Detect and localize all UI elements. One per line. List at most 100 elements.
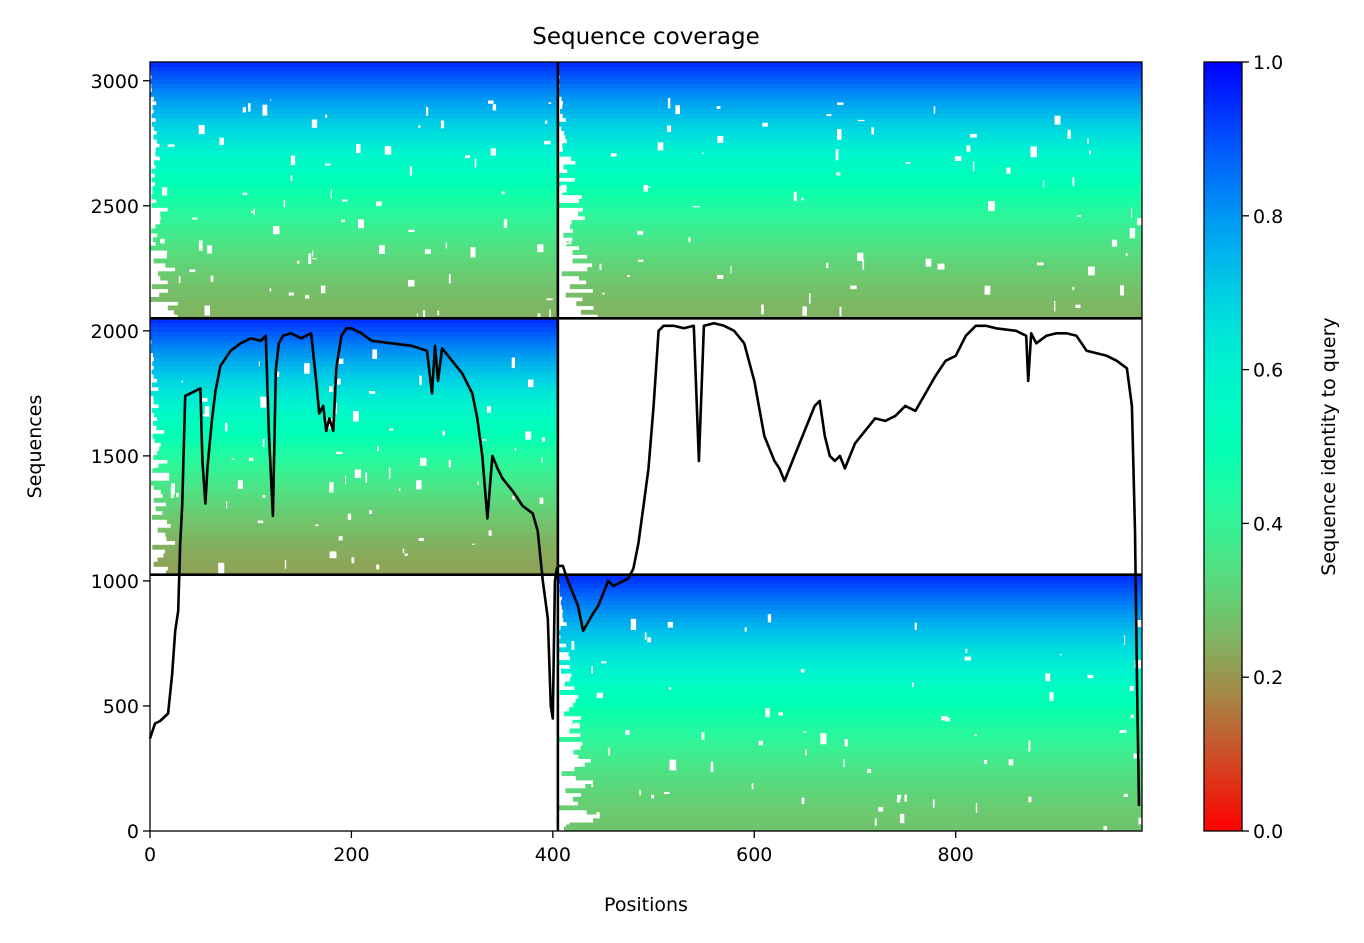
heatmap-block-1 [150, 318, 558, 576]
coverage-gap [262, 438, 265, 448]
coverage-gap [248, 103, 251, 112]
coverage-gap [964, 656, 971, 661]
coverage-gap [857, 119, 865, 122]
coverage-gap [372, 349, 378, 359]
coverage-gap [329, 551, 337, 559]
coverage-gap [900, 813, 905, 824]
coverage-gap [744, 627, 747, 632]
coverage-gap [988, 201, 995, 212]
coverage-gap [1137, 218, 1144, 226]
coverage-gap [379, 245, 385, 254]
heatmap-band [150, 344, 558, 349]
heatmap-band [152, 544, 558, 550]
heatmap-band [577, 801, 1142, 806]
heatmap-band [581, 715, 1142, 721]
coverage-gap [418, 538, 424, 541]
coverage-gap [369, 391, 376, 394]
coverage-gap [937, 263, 945, 270]
heatmap-band [153, 561, 558, 567]
coverage-gap [176, 493, 179, 498]
coverage-gap [663, 792, 670, 794]
heatmap-band [569, 707, 1142, 712]
coverage-gap [1043, 180, 1045, 188]
coverage-gap [639, 789, 641, 796]
heatmap-band [578, 211, 1142, 217]
heatmap-band [569, 664, 1142, 670]
heatmap-band [597, 314, 1142, 319]
coverage-gap [801, 797, 805, 805]
coverage-gap [324, 163, 331, 166]
coverage-gap [667, 621, 673, 628]
coverage-gap [688, 237, 691, 243]
heatmap-band [160, 215, 558, 221]
heatmap-band [570, 655, 1142, 661]
coverage-gap [897, 794, 902, 799]
heatmap-band [153, 497, 558, 503]
coverage-gap [150, 467, 154, 469]
coverage-gap [320, 285, 326, 294]
heatmap-band [584, 215, 1142, 221]
heatmap-band [560, 185, 1142, 191]
chart-title: Sequence coverage [532, 24, 760, 50]
heatmap-band [560, 109, 1142, 114]
coverage-gap [933, 106, 936, 114]
heatmap-band [170, 523, 558, 529]
coverage-gap [377, 445, 379, 452]
coverage-gap [151, 101, 157, 106]
coverage-gap [878, 806, 884, 812]
heatmap-band [153, 356, 558, 362]
heatmap-band [578, 754, 1142, 759]
heatmap-band [592, 288, 1142, 294]
coverage-gap [638, 259, 644, 262]
heatmap-band [165, 570, 558, 576]
coverage-gap [437, 310, 440, 316]
coverage-gap [912, 682, 914, 688]
coverage-gap [871, 127, 874, 135]
heatmap-band [158, 271, 558, 277]
coverage-gap [249, 457, 254, 461]
colorbar [1203, 61, 1243, 832]
coverage-gap [778, 712, 783, 716]
coverage-gap [198, 124, 205, 135]
coverage-gap [490, 148, 496, 156]
coverage-gap [599, 263, 602, 271]
coverage-gap [1006, 167, 1011, 174]
coverage-gap [1054, 300, 1056, 312]
heatmap-band [581, 792, 1142, 798]
coverage-gap [219, 137, 224, 145]
coverage-gap [336, 378, 341, 385]
heatmap-band [571, 156, 1142, 161]
heatmap-band [151, 228, 558, 234]
heatmap-band [564, 681, 1142, 687]
colorbar-tick-label: 0.2 [1253, 667, 1283, 689]
heatmap-band [151, 83, 558, 89]
coverage-gap [311, 119, 318, 128]
y-axis-label: Sequences [24, 395, 46, 499]
coverage-gap [488, 100, 494, 104]
coverage-gap [345, 475, 347, 485]
heatmap-band [161, 531, 558, 537]
y-tick-label: 3000 [91, 71, 139, 93]
heatmap-band [573, 749, 1142, 755]
heatmap-band [167, 207, 558, 213]
coverage-gap [675, 105, 680, 115]
coverage-gap [329, 482, 334, 493]
heatmap-band [153, 395, 558, 401]
heatmap-band [160, 489, 558, 495]
heatmap-band [153, 365, 558, 371]
heatmap-band [575, 775, 1142, 781]
heatmap-band [154, 438, 558, 443]
heatmap-band [563, 232, 1142, 238]
coverage-gap [486, 406, 492, 413]
coverage-gap [297, 260, 300, 264]
coverage-line [148, 321, 1141, 807]
coverage-gap [761, 304, 764, 315]
coverage-gap [1028, 740, 1031, 752]
coverage-gap [358, 219, 364, 229]
x-tick-label: 800 [938, 844, 974, 866]
heatmap-band [559, 630, 1142, 636]
heatmap-band [558, 203, 1142, 208]
heatmap-band [566, 621, 1142, 627]
